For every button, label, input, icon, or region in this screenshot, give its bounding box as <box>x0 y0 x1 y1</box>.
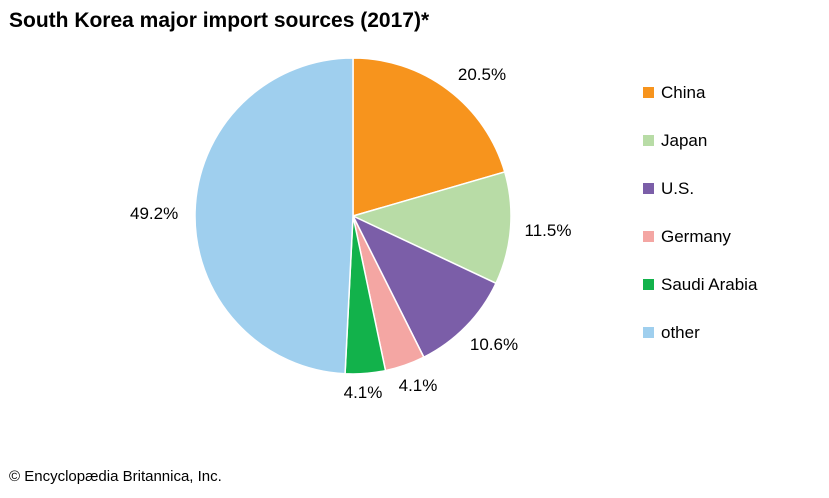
legend-swatch <box>643 87 654 98</box>
legend-label: U.S. <box>661 179 695 198</box>
slice-value-label: 11.5% <box>525 221 572 240</box>
slice-value-label: 20.5% <box>458 65 506 84</box>
legend: China Japan U.S. Germany Saudi Arabia other <box>643 82 757 370</box>
slice-value-label: 4.1% <box>344 383 383 402</box>
slice-value-label: 10.6% <box>470 335 518 354</box>
legend-item: Germany <box>643 226 757 274</box>
legend-swatch <box>643 327 654 338</box>
pie-value-labels: 20.5% 11.5% 10.6% 4.1% 4.1% 49.2% <box>130 65 571 402</box>
slice-value-label: 4.1% <box>399 376 438 395</box>
legend-swatch <box>643 279 654 290</box>
legend-swatch <box>643 183 654 194</box>
pie-slice-u-s- <box>351 214 497 359</box>
pie-slice-japan <box>350 170 512 285</box>
pie-slices <box>194 57 512 375</box>
legend-item: Saudi Arabia <box>643 274 757 322</box>
legend-item: China <box>643 82 757 130</box>
legend-item: Japan <box>643 130 757 178</box>
pie-slice-other <box>194 57 354 375</box>
legend-label: China <box>661 83 706 102</box>
pie-slice-china <box>352 57 506 217</box>
copyright-credit: © Encyclopædia Britannica, Inc. <box>9 468 222 485</box>
legend-swatch <box>643 135 654 146</box>
chart-title: South Korea major import sources (2017)* <box>9 9 430 32</box>
legend-item: other <box>643 322 757 370</box>
slice-value-label: 49.2% <box>130 204 178 223</box>
legend-label: Saudi Arabia <box>661 275 758 294</box>
legend-label: Japan <box>661 131 708 150</box>
legend-swatch <box>643 231 654 242</box>
legend-label: Germany <box>661 227 731 246</box>
legend-item: U.S. <box>643 178 757 226</box>
legend-label: other <box>661 323 700 342</box>
